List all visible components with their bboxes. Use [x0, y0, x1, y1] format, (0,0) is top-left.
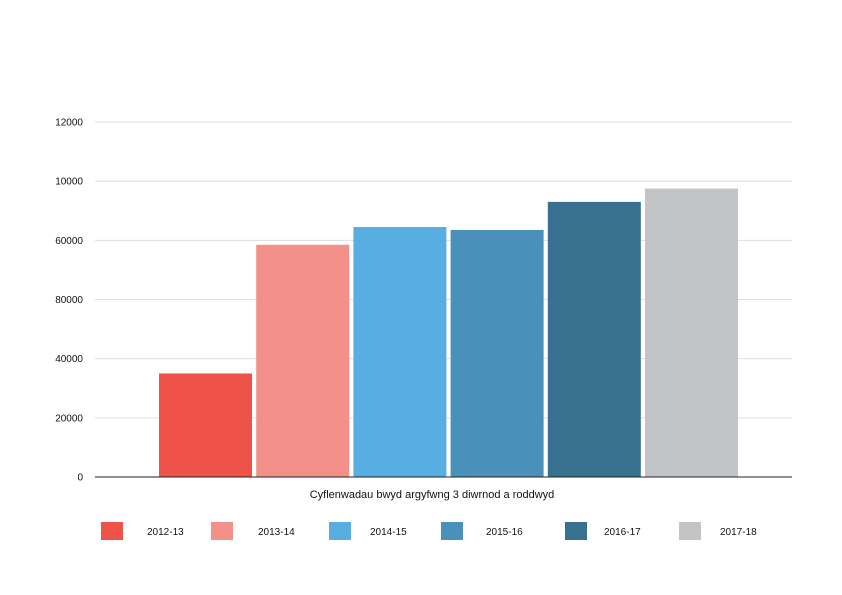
legend-swatch	[565, 522, 587, 540]
legend-label: 2015-16	[486, 527, 523, 538]
legend-label: 2016-17	[604, 527, 641, 538]
y-axis-ticks: 0 20000 40000 80000 60000 10000 12000	[55, 118, 83, 484]
y-tick-label: 40000	[55, 354, 83, 365]
legend: 2012-13 2013-14 2014-15 2015-16 2016-17 2017-…	[101, 522, 757, 540]
bar-2012-13	[159, 373, 252, 477]
legend-swatch	[329, 522, 351, 540]
y-tick-label: 12000	[55, 118, 83, 129]
x-axis-title: Cyflenwadau bwyd argyfwng 3 diwrnod a ro…	[310, 489, 555, 501]
y-tick-label: 80000	[55, 295, 83, 306]
y-tick-label: 10000	[55, 177, 83, 188]
legend-swatch	[211, 522, 233, 540]
y-tick-label: 20000	[55, 413, 83, 424]
legend-label: 2017-18	[720, 527, 757, 538]
bar-2015-16	[450, 229, 544, 477]
bar-2013-14	[256, 244, 350, 477]
legend-swatch	[101, 522, 123, 540]
bar-2017-18	[645, 188, 738, 477]
y-tick-label: 0	[77, 473, 83, 484]
legend-label: 2014-15	[370, 527, 407, 538]
legend-label: 2013-14	[258, 527, 295, 538]
bar-2014-15	[353, 227, 447, 477]
bars	[159, 188, 738, 477]
bar-2016-17	[547, 201, 641, 477]
legend-swatch	[441, 522, 463, 540]
legend-swatch	[679, 522, 701, 540]
y-tick-label: 60000	[55, 236, 83, 247]
legend-label: 2012-13	[147, 527, 184, 538]
